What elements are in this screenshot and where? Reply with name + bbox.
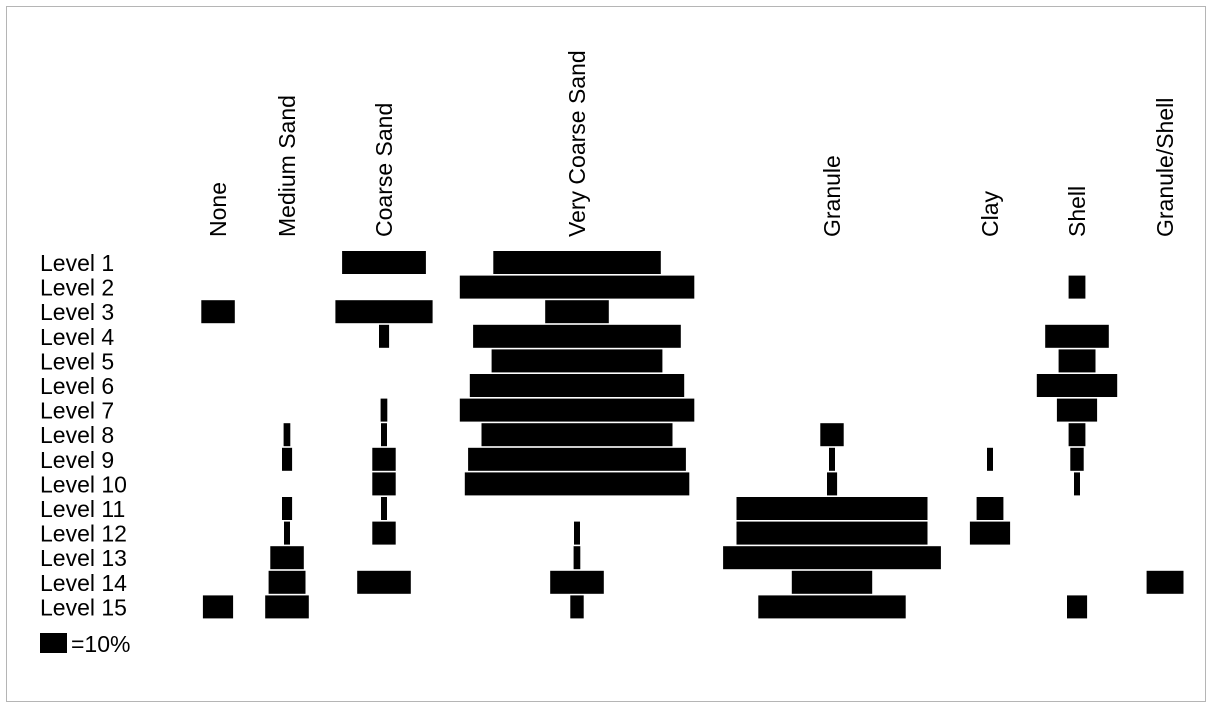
bar-level-14-granule-shell [1146,570,1184,594]
column-label-very-coarse-sand: Very Coarse Sand [564,50,590,237]
bar-level-2-shell [1068,275,1086,299]
bar-level-12-coarse-sand [372,521,396,545]
legend: =10% [40,631,130,657]
row-label-level-8: Level 8 [40,422,114,448]
column-label-shell: Shell [1064,186,1090,237]
bar-level-10-coarse-sand [372,472,396,496]
bar-level-2-very-coarse-sand [459,275,695,299]
bar-level-12-very-coarse-sand [574,521,580,545]
bar-level-15-granule [758,595,906,619]
row-label-level-12: Level 12 [40,521,127,547]
column-label-coarse-sand: Coarse Sand [371,103,397,237]
bar-level-7-shell [1056,398,1098,422]
row-label-level-2: Level 2 [40,275,114,301]
bar-level-4-coarse-sand [379,324,390,348]
bar-level-3-none [201,300,235,324]
row-label-level-3: Level 3 [40,299,114,325]
column-label-clay: Clay [977,190,1003,237]
legend-label: =10% [71,631,130,657]
column-labels: None Medium Sand Coarse Sand Very Coarse Sa… [205,50,1178,237]
chart-frame: None Medium Sand Coarse Sand Very Coarse Sa… [6,6,1206,702]
bar-level-3-very-coarse-sand [545,300,609,324]
bar-level-15-shell [1067,595,1088,619]
bar-level-12-clay [969,521,1011,545]
bar-level-11-medium-sand [282,497,293,520]
bar-level-9-medium-sand [282,447,293,471]
bar-level-9-coarse-sand [372,447,396,471]
row-label-level-14: Level 14 [40,570,127,596]
row-label-level-10: Level 10 [40,471,127,497]
bar-level-13-granule [723,546,941,570]
row-label-level-4: Level 4 [40,324,114,350]
bar-level-13-medium-sand [270,546,304,570]
column-label-granule-shell: Granule/Shell [1152,98,1178,237]
column-label-medium-sand: Medium Sand [274,95,300,237]
bar-level-13-very-coarse-sand [573,546,581,570]
bar-level-8-shell [1068,423,1086,447]
bar-level-10-shell [1074,472,1080,496]
row-label-level-1: Level 1 [40,250,114,276]
bar-level-14-medium-sand [268,570,306,594]
kite-diagram: None Medium Sand Coarse Sand Very Coarse Sa… [40,50,1184,657]
bar-level-9-shell [1070,447,1084,471]
bar-level-7-very-coarse-sand [459,398,695,422]
bar-level-15-very-coarse-sand [570,595,584,619]
row-label-level-13: Level 13 [40,545,127,571]
bar-level-4-shell [1045,324,1109,348]
column-label-granule: Granule [819,155,845,237]
bar-level-12-medium-sand [284,521,290,545]
row-label-level-6: Level 6 [40,373,114,399]
bar-level-14-granule [791,570,873,594]
legend-swatch [40,633,67,653]
bar-level-14-coarse-sand [357,570,411,594]
row-label-level-15: Level 15 [40,594,127,620]
bar-level-9-clay [987,447,993,471]
bar-level-1-very-coarse-sand [493,251,661,274]
row-label-level-11: Level 11 [40,496,125,522]
bar-level-1-coarse-sand [342,251,426,274]
bar-level-7-coarse-sand [380,398,388,422]
bar-level-11-coarse-sand [381,497,387,520]
row-label-level-9: Level 9 [40,447,114,473]
bar-level-10-granule [827,472,838,496]
bar-level-4-very-coarse-sand [473,324,681,348]
bar-level-6-very-coarse-sand [469,374,685,397]
bar-level-8-very-coarse-sand [481,423,673,447]
bar-level-11-clay [976,497,1004,520]
bar-level-8-coarse-sand [381,423,387,447]
bar-level-11-granule [736,497,928,520]
bar-level-15-none [202,595,234,619]
bar-level-8-granule [820,423,844,447]
bar-level-12-granule [736,521,928,545]
column-label-none: None [205,182,231,237]
bar-level-8-medium-sand [283,423,291,447]
row-label-level-7: Level 7 [40,398,114,424]
bar-level-15-medium-sand [265,595,309,619]
bar-level-5-very-coarse-sand [491,349,663,373]
bar-level-5-shell [1058,349,1096,373]
bar-level-9-granule [829,447,835,471]
bar-level-10-very-coarse-sand [464,472,690,496]
bar-level-6-shell [1036,374,1118,397]
bar-level-3-coarse-sand [335,300,433,324]
row-label-level-5: Level 5 [40,348,114,374]
bar-level-14-very-coarse-sand [550,570,604,594]
bar-level-9-very-coarse-sand [468,447,686,471]
bars [201,251,1184,619]
